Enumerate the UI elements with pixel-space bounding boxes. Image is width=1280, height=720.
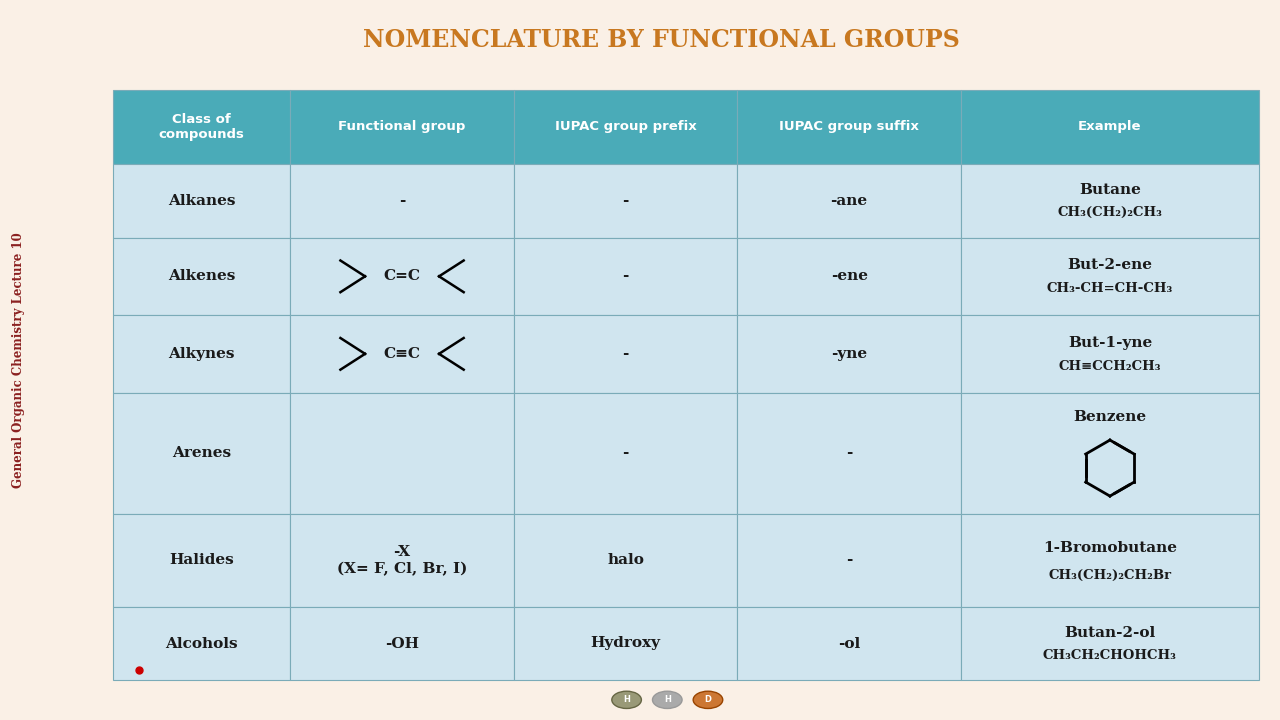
Circle shape [612, 691, 641, 708]
FancyBboxPatch shape [737, 90, 961, 164]
FancyBboxPatch shape [113, 238, 291, 315]
Text: -: - [622, 194, 628, 207]
FancyBboxPatch shape [513, 392, 737, 514]
Text: CH₃(CH₂)₂CH₂Br: CH₃(CH₂)₂CH₂Br [1048, 569, 1171, 582]
FancyBboxPatch shape [737, 606, 961, 680]
FancyBboxPatch shape [737, 315, 961, 392]
Text: Alkanes: Alkanes [168, 194, 236, 207]
FancyBboxPatch shape [113, 315, 291, 392]
FancyBboxPatch shape [291, 164, 513, 238]
FancyBboxPatch shape [961, 164, 1260, 238]
FancyBboxPatch shape [737, 392, 961, 514]
FancyBboxPatch shape [291, 238, 513, 315]
FancyBboxPatch shape [961, 238, 1260, 315]
Text: -X
(X= F, Cl, Br, I): -X (X= F, Cl, Br, I) [337, 545, 467, 576]
Text: Benzene: Benzene [1074, 410, 1147, 424]
FancyBboxPatch shape [961, 90, 1260, 164]
FancyBboxPatch shape [113, 514, 291, 606]
Text: Alcohols: Alcohols [165, 636, 238, 650]
FancyBboxPatch shape [513, 606, 737, 680]
Text: CH≡CCH₂CH₃: CH≡CCH₂CH₃ [1059, 360, 1161, 373]
Text: Alkenes: Alkenes [168, 269, 236, 284]
Text: NOMENCLATURE BY FUNCTIONAL GROUPS: NOMENCLATURE BY FUNCTIONAL GROUPS [362, 27, 960, 52]
FancyBboxPatch shape [961, 514, 1260, 606]
Text: -yne: -yne [831, 347, 867, 361]
Text: H: H [623, 696, 630, 704]
FancyBboxPatch shape [961, 315, 1260, 392]
FancyBboxPatch shape [513, 315, 737, 392]
FancyBboxPatch shape [513, 164, 737, 238]
Text: D: D [704, 696, 712, 704]
FancyBboxPatch shape [513, 514, 737, 606]
FancyBboxPatch shape [737, 514, 961, 606]
FancyBboxPatch shape [113, 164, 291, 238]
Text: IUPAC group prefix: IUPAC group prefix [554, 120, 696, 133]
Text: CH₃(CH₂)₂CH₃: CH₃(CH₂)₂CH₃ [1057, 206, 1162, 219]
FancyBboxPatch shape [961, 606, 1260, 680]
Text: Butan-2-ol: Butan-2-ol [1064, 626, 1156, 640]
Text: -: - [622, 347, 628, 361]
Text: -ene: -ene [831, 269, 868, 284]
FancyBboxPatch shape [961, 392, 1260, 514]
Text: Alkynes: Alkynes [168, 347, 234, 361]
Text: Hydroxy: Hydroxy [590, 636, 660, 650]
Text: But-1-yne: But-1-yne [1068, 336, 1152, 350]
Text: -: - [622, 269, 628, 284]
Text: Functional group: Functional group [338, 120, 466, 133]
FancyBboxPatch shape [291, 514, 513, 606]
Circle shape [653, 691, 682, 708]
Text: -: - [622, 446, 628, 461]
FancyBboxPatch shape [113, 90, 291, 164]
Text: -OH: -OH [385, 636, 419, 650]
Text: CH₃-CH=CH-CH₃: CH₃-CH=CH-CH₃ [1047, 282, 1172, 295]
Circle shape [694, 691, 723, 708]
Text: But-2-ene: But-2-ene [1068, 258, 1152, 272]
Text: -ane: -ane [831, 194, 868, 207]
Text: -: - [399, 194, 406, 207]
FancyBboxPatch shape [113, 606, 291, 680]
FancyBboxPatch shape [113, 392, 291, 514]
Text: Example: Example [1078, 120, 1142, 133]
Text: C≡C: C≡C [384, 347, 421, 361]
FancyBboxPatch shape [291, 90, 513, 164]
FancyBboxPatch shape [291, 315, 513, 392]
Text: C=C: C=C [384, 269, 421, 284]
Text: 1-Bromobutane: 1-Bromobutane [1043, 541, 1176, 554]
FancyBboxPatch shape [737, 164, 961, 238]
Text: CH₃CH₂CHOHCH₃: CH₃CH₂CHOHCH₃ [1043, 649, 1176, 662]
Text: Arenes: Arenes [172, 446, 230, 461]
FancyBboxPatch shape [513, 238, 737, 315]
FancyBboxPatch shape [513, 90, 737, 164]
FancyBboxPatch shape [737, 238, 961, 315]
Text: halo: halo [607, 554, 644, 567]
FancyBboxPatch shape [291, 392, 513, 514]
Text: General Organic Chemistry Lecture 10: General Organic Chemistry Lecture 10 [12, 232, 24, 488]
Text: Halides: Halides [169, 554, 234, 567]
Text: IUPAC group suffix: IUPAC group suffix [780, 120, 919, 133]
Text: -ol: -ol [838, 636, 860, 650]
Text: H: H [664, 696, 671, 704]
FancyBboxPatch shape [291, 606, 513, 680]
Text: Class of
compounds: Class of compounds [159, 113, 244, 141]
Text: Butane: Butane [1079, 184, 1140, 197]
Text: -: - [846, 554, 852, 567]
Text: -: - [846, 446, 852, 461]
